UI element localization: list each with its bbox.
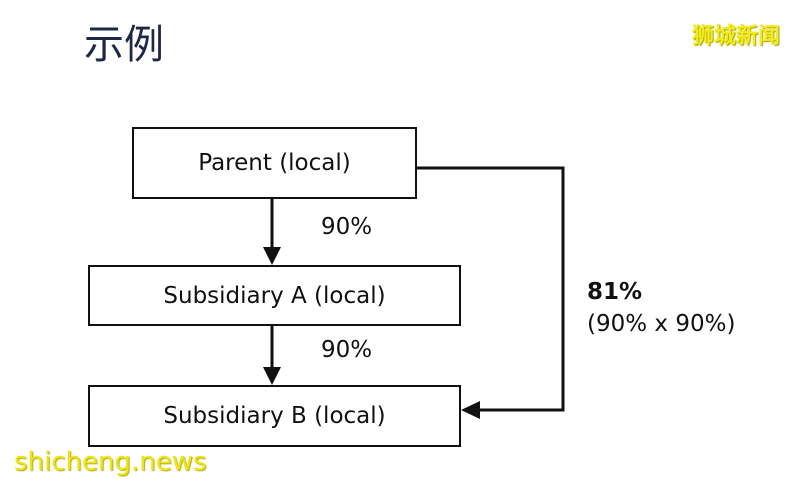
arrow-parent-to-b bbox=[416, 166, 565, 412]
node-subsidiary-a: Subsidiary A (local) bbox=[88, 265, 461, 326]
edge-label-parent-b: 81% bbox=[587, 279, 643, 305]
arrowhead-b bbox=[263, 367, 281, 385]
edge-label-parent-a: 90% bbox=[321, 214, 373, 240]
edge-label-a-b: 90% bbox=[321, 337, 373, 363]
node-subsidiary-b: Subsidiary B (local) bbox=[88, 385, 461, 447]
arrowhead-a bbox=[263, 247, 281, 265]
watermark-cn: 狮城新闻 bbox=[692, 24, 781, 49]
arrowhead-b-right bbox=[461, 401, 480, 419]
node-parent: Parent (local) bbox=[132, 127, 417, 199]
edge-label-formula: (90% x 90%) bbox=[587, 311, 736, 337]
page-title: 示例 bbox=[84, 22, 164, 68]
watermark-en: shicheng.news bbox=[14, 447, 207, 477]
